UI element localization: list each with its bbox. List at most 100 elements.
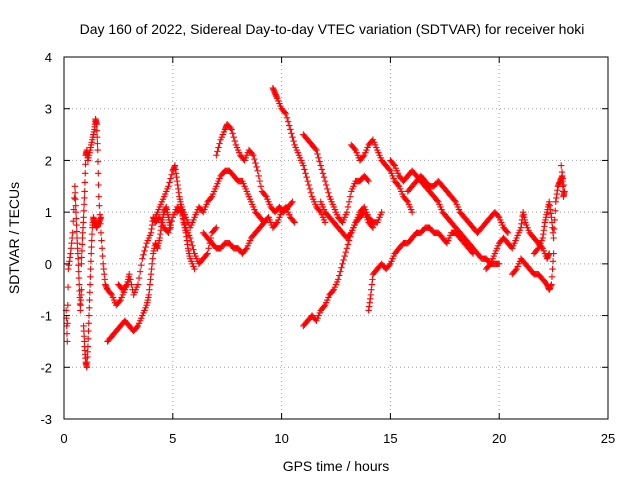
data-point [339, 260, 346, 268]
data-point [168, 171, 175, 178]
data-point [494, 212, 502, 220]
data-point [336, 272, 343, 279]
data-point [93, 121, 100, 128]
data-point [256, 177, 264, 185]
data-point [346, 193, 354, 200]
data-point [343, 245, 351, 252]
data-point [558, 162, 565, 169]
data-point [319, 170, 327, 177]
series-pass-13 [317, 198, 385, 242]
data-point [301, 166, 308, 173]
x-tick-labels: 0 5 10 15 20 25 [60, 431, 615, 446]
data-point [80, 214, 87, 221]
data-point [94, 146, 101, 154]
data-point [75, 261, 82, 269]
data-point [205, 245, 212, 252]
data-point [96, 202, 103, 209]
data-point [141, 247, 148, 255]
data-point [134, 281, 142, 288]
data-point [251, 155, 258, 163]
data-point [486, 261, 493, 269]
data-point [306, 185, 314, 193]
data-point [304, 177, 311, 185]
data-point [344, 203, 352, 211]
data-point [97, 229, 105, 237]
x-tick-label: 5 [169, 431, 176, 446]
data-point [187, 234, 194, 242]
data-point [282, 110, 290, 118]
data-point [81, 194, 88, 202]
series-pass-17 [404, 172, 512, 237]
series-pass-04 [104, 203, 174, 345]
data-point [126, 271, 133, 278]
data-point [504, 229, 512, 237]
data-point [286, 122, 293, 129]
data-point [290, 137, 297, 145]
data-point [283, 114, 291, 121]
data-point [346, 230, 354, 238]
series-pass-08 [200, 203, 298, 257]
data-point [75, 274, 83, 282]
series-pass-15 [365, 224, 477, 314]
series-pass-19 [509, 250, 557, 293]
data-point [213, 224, 220, 231]
axis-ticks [63, 56, 609, 420]
data-point [86, 281, 94, 288]
data-point [85, 320, 92, 327]
data-point [73, 215, 80, 222]
data-point [203, 251, 210, 259]
data-point [69, 229, 76, 237]
data-point [88, 237, 95, 244]
data-point [320, 303, 328, 310]
series-pass-14 [348, 136, 416, 216]
data-point [312, 145, 319, 152]
data-point [548, 273, 556, 280]
x-tick-label: 25 [601, 431, 615, 446]
data-point [99, 252, 106, 260]
data-point [253, 163, 260, 171]
data-point [80, 207, 88, 215]
data-point [281, 109, 289, 116]
series-pass-20 [530, 162, 568, 257]
data-point [334, 276, 342, 283]
data-point [94, 140, 101, 147]
data-point [289, 133, 296, 141]
data-point [215, 144, 222, 151]
data-point [78, 254, 85, 261]
data-point [167, 175, 174, 182]
data-point [255, 172, 262, 180]
data-point [288, 130, 295, 137]
data-point [433, 197, 441, 204]
data-point [64, 283, 72, 291]
data-point [324, 185, 331, 193]
data-point [78, 247, 86, 255]
data-point [133, 324, 141, 331]
data-point [451, 197, 458, 204]
data-point [338, 264, 345, 271]
data-point [136, 268, 144, 275]
data-point [318, 166, 326, 173]
data-point [168, 217, 175, 225]
data-point [64, 320, 71, 327]
data-point [80, 201, 88, 208]
data-point [165, 183, 172, 190]
data-point [552, 207, 559, 215]
data-point [288, 199, 295, 207]
data-point [316, 158, 323, 165]
data-point [307, 189, 315, 196]
data-point [97, 214, 105, 221]
series-pass-10 [269, 84, 329, 226]
data-point [122, 282, 130, 290]
data-point [93, 133, 101, 141]
data-point [305, 181, 312, 189]
data-point [386, 166, 393, 173]
data-point [204, 250, 211, 257]
data-point [321, 177, 329, 185]
data-point [365, 177, 372, 185]
data-point [107, 290, 114, 297]
data-point [351, 145, 358, 152]
data-point [135, 274, 143, 282]
data-point [95, 181, 102, 189]
y-tick-label: -3 [40, 412, 52, 427]
data-point [378, 208, 385, 216]
